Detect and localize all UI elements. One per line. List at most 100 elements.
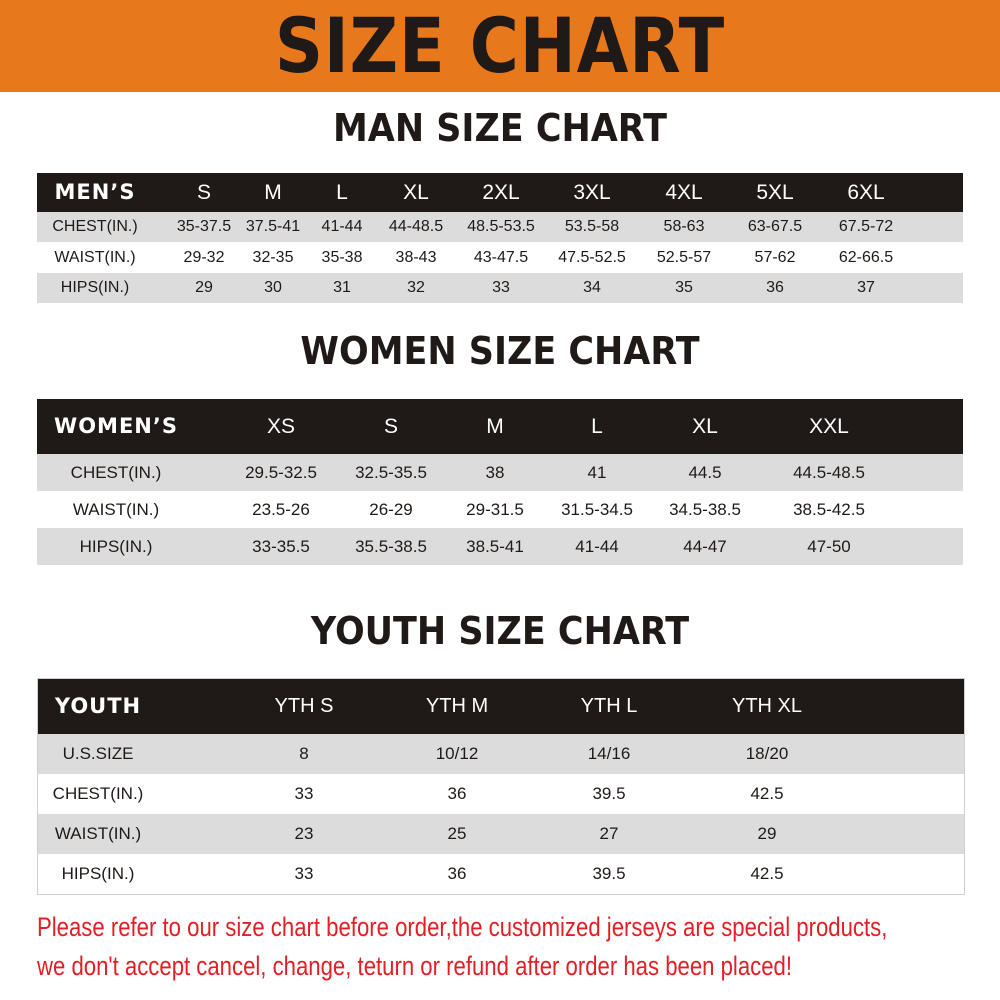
size-column-header: L [591,415,603,438]
measurement-value: 37 [857,279,875,296]
men-section-title: MAN SIZE CHART [332,106,668,150]
men-header-label: MEN’S [54,180,136,204]
measurement-value: 57-62 [754,249,796,266]
measurement-value: 58-63 [663,218,705,235]
measurement-value: 41-44 [321,218,363,235]
size-column-header: S [196,181,212,204]
table-row: WAIST(IN.) 23.5-26 26-29 29-31.5 31.5-34.5 34… [37,491,963,528]
women-section-title: WOMEN SIZE CHART [300,329,700,373]
measurement-value: 38-43 [395,249,437,266]
measurement-value: 37.5-41 [245,218,301,235]
measurement-value: 42.5 [750,864,784,883]
men-header-row: MEN’S S M L XL 2XL 3XL 4XL 5XL 6XL [37,173,963,212]
size-column-header: YTH M [425,695,489,717]
measurement-value: 32.5-35.5 [355,463,427,482]
measurement-value: 34 [583,279,601,296]
measurement-value: 42.5 [750,784,784,803]
banner-title: SIZE CHART [274,1,726,90]
youth-header-row: YOUTH YTH S YTH M YTH L YTH XL [38,679,964,734]
table-row: WAIST(IN.) 23 25 27 29 [38,814,964,854]
measurement-value: 62-66.5 [838,249,894,266]
measurement-value: 29.5-32.5 [245,463,317,482]
women-size-table: WOMEN’S XS S M L XL XXL CHEST(IN.) 29.5-32.5 32.5… [37,399,963,565]
measurement-value: 48.5-53.5 [467,218,535,235]
size-column-header: 5XL [756,181,794,204]
measurement-label: CHEST(IN.) [70,463,162,482]
measurement-label: HIPS(IN.) [60,279,130,296]
measurement-value: 29 [195,279,213,296]
table-row: CHEST(IN.) 35-37.5 37.5-41 41-44 44-48.5 48.5… [37,212,963,242]
measurement-value: 29-31.5 [466,500,524,519]
notice-line-1: Please refer to our size chart before or… [37,912,888,942]
youth-header-label: YOUTH [54,694,142,718]
measurement-value: 32 [407,279,425,296]
size-column-header: YTH S [274,695,334,717]
size-column-header: 3XL [573,181,611,204]
measurement-value: 52.5-57 [656,249,712,266]
measurement-value: 23.5-26 [252,500,310,519]
table-row: HIPS(IN.) 29 30 31 32 33 34 35 36 37 [37,273,963,303]
measurement-value: 47.5-52.5 [558,249,626,266]
measurement-value: 18/20 [745,744,789,763]
measurement-value: 32-35 [252,249,294,266]
measurement-label: HIPS(IN.) [61,864,135,883]
size-column-header: 2XL [482,181,520,204]
measurement-value: 26-29 [369,500,413,519]
women-header-row: WOMEN’S XS S M L XL XXL [37,399,963,454]
size-column-header: YTH L [580,695,638,717]
notice-line-2: we don't accept cancel, change, teturn o… [37,951,793,981]
measurement-value: 33 [294,864,314,883]
youth-size-table: YOUTH YTH S YTH M YTH L YTH XL U.S.SIZE 8 10/12… [37,678,965,895]
measurement-value: 14/16 [587,744,631,763]
measurement-value: 35.5-38.5 [355,537,427,556]
measurement-value: 38.5-42.5 [793,500,865,519]
table-row: WAIST(IN.) 29-32 32-35 35-38 38-43 43-47.5 47.… [37,242,963,273]
measurement-value: 44-48.5 [388,218,444,235]
measurement-value: 67.5-72 [838,218,894,235]
measurement-value: 35-37.5 [176,218,232,235]
measurement-value: 36 [447,784,467,803]
size-column-header: XXL [809,415,849,438]
measurement-value: 23 [294,824,314,843]
measurement-label: CHEST(IN.) [52,218,138,235]
size-column-header: XL [692,415,718,438]
measurement-value: 38 [485,463,505,482]
measurement-value: 30 [264,279,282,296]
measurement-value: 44.5 [688,463,722,482]
measurement-label: WAIST(IN.) [54,249,136,266]
banner: SIZE CHART [0,0,1000,92]
measurement-value: 33 [492,279,510,296]
measurement-value: 53.5-58 [564,218,620,235]
size-column-header: YTH XL [731,695,803,717]
size-column-header: M [264,181,282,204]
measurement-value: 63-67.5 [747,218,803,235]
size-column-header: M [486,415,504,438]
measurement-value: 29-32 [183,249,225,266]
measurement-value: 29 [757,824,777,843]
table-row: HIPS(IN.) 33 36 39.5 42.5 [38,854,964,894]
measurement-value: 35-38 [321,249,363,266]
measurement-value: 47-50 [807,537,851,556]
measurement-label: WAIST(IN.) [54,824,142,843]
measurement-value: 39.5 [592,784,626,803]
measurement-value: 36 [447,864,467,883]
size-column-header: S [383,415,399,438]
measurement-value: 36 [766,279,784,296]
measurement-value: 34.5-38.5 [669,500,741,519]
measurement-label: WAIST(IN.) [72,500,160,519]
size-column-header: 6XL [847,181,885,204]
size-column-header: XL [403,181,429,204]
measurement-value: 8 [299,744,309,763]
women-header-label: WOMEN’S [54,414,178,438]
measurement-value: 44.5-48.5 [793,463,865,482]
measurement-value: 44-47 [683,537,727,556]
measurement-value: 38.5-41 [466,537,524,556]
measurement-value: 10/12 [435,744,479,763]
youth-section-title: YOUTH SIZE CHART [310,609,690,653]
measurement-value: 25 [447,824,467,843]
measurement-value: 31 [333,279,351,296]
table-row: CHEST(IN.) 29.5-32.5 32.5-35.5 38 41 44.5 44.5… [37,454,963,491]
measurement-label: CHEST(IN.) [52,784,144,803]
measurement-value: 33-35.5 [252,537,310,556]
measurement-value: 39.5 [592,864,626,883]
